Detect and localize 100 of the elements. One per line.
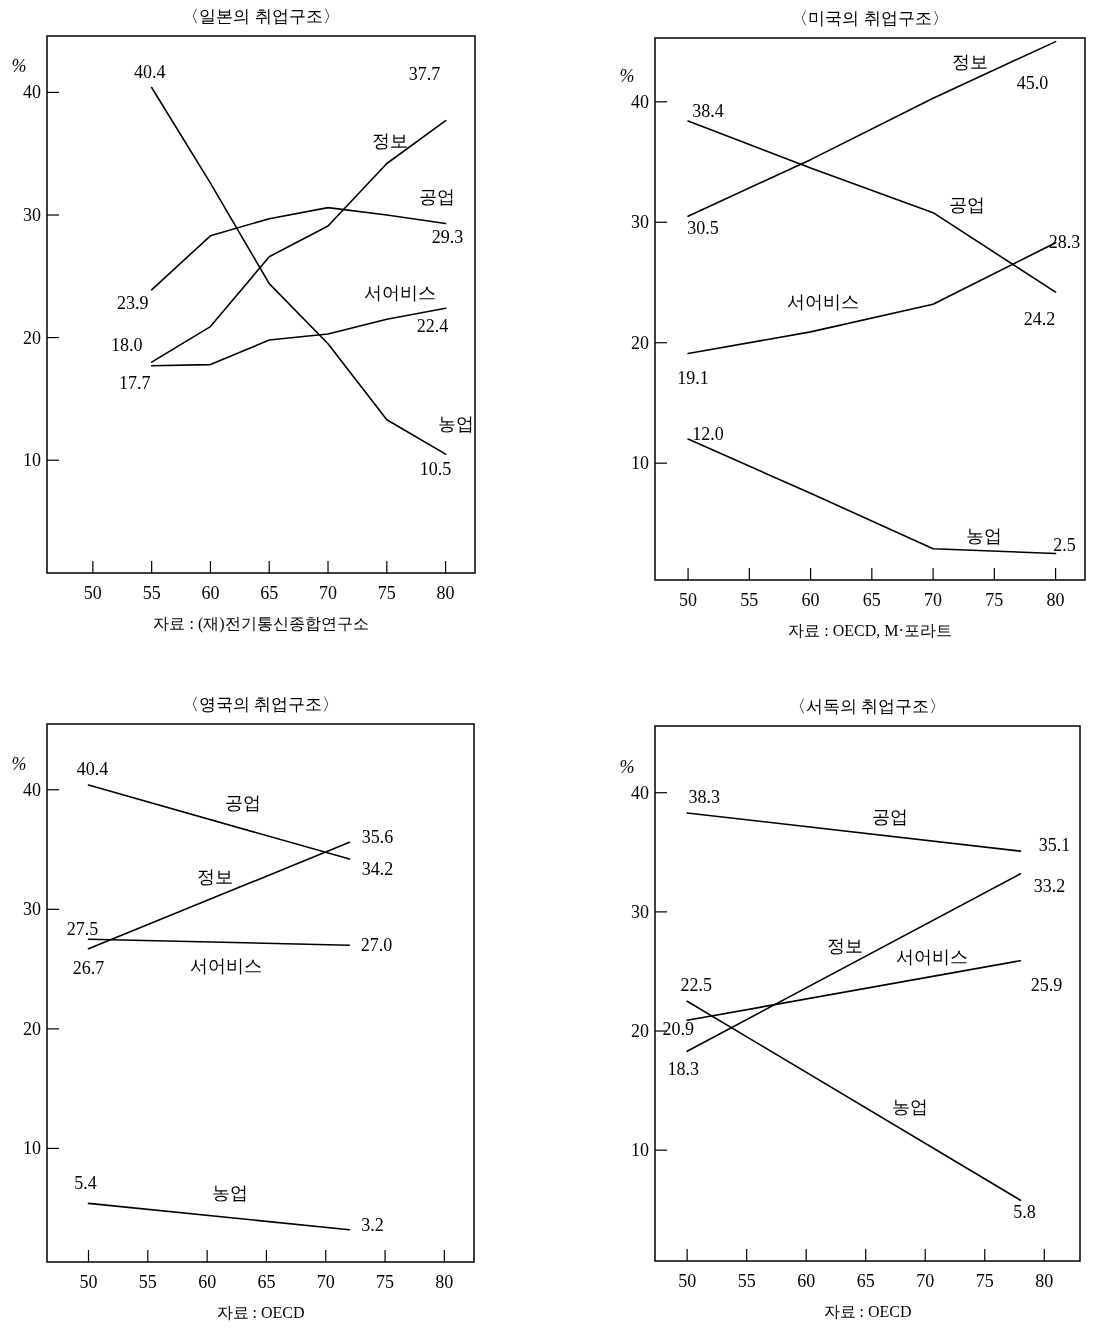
data-label: 25.9 bbox=[1030, 974, 1063, 995]
y-tick-label: 30 bbox=[23, 899, 41, 920]
series-label: 농업 bbox=[965, 525, 1002, 546]
data-label: 5.8 bbox=[1013, 1202, 1036, 1223]
data-label: 28.3 bbox=[1048, 231, 1081, 252]
x-tick-label: 80 bbox=[1046, 590, 1065, 610]
chart-title: 〈서독의 취업구조〉 bbox=[788, 697, 947, 716]
y-axis-title: % bbox=[619, 65, 635, 86]
data-label: 35.6 bbox=[361, 827, 394, 848]
y-tick-label: 10 bbox=[631, 1140, 649, 1161]
y-tick-label: 20 bbox=[631, 332, 649, 353]
series-label: 공업 bbox=[872, 807, 909, 828]
y-tick-label: 40 bbox=[631, 91, 649, 112]
y-tick-label: 30 bbox=[631, 901, 649, 922]
chart-title: 〈미국의 취업구조〉 bbox=[791, 9, 949, 28]
data-label: 5.4 bbox=[74, 1173, 97, 1194]
series-label: 농업 bbox=[892, 1097, 929, 1118]
series-label: 공업 bbox=[418, 186, 455, 207]
data-label: 22.4 bbox=[416, 316, 449, 337]
x-tick-label: 80 bbox=[435, 1272, 454, 1292]
series-label: 농업 bbox=[212, 1182, 249, 1203]
data-label: 38.4 bbox=[692, 101, 724, 122]
data-label: 40.4 bbox=[76, 758, 109, 779]
data-label: 12.0 bbox=[692, 424, 724, 445]
chart-title: 〈일본의 취업구조〉 bbox=[182, 7, 340, 26]
y-tick-label: 30 bbox=[631, 212, 649, 233]
x-tick-label: 80 bbox=[436, 583, 455, 603]
series-label: 서어비스 bbox=[190, 956, 263, 977]
x-tick-label: 60 bbox=[801, 590, 820, 610]
x-tick-label: 75 bbox=[985, 590, 1004, 610]
y-tick-label: 10 bbox=[631, 453, 649, 474]
data-label: 22.5 bbox=[680, 975, 712, 996]
text: 자료 : OECD bbox=[823, 1303, 912, 1320]
series-label: 정보 bbox=[951, 51, 988, 72]
y-axis-title: % bbox=[619, 756, 635, 777]
series-label: 정보 bbox=[197, 867, 234, 888]
text: 자료 : (재)전기통신종합연구소 bbox=[153, 615, 369, 633]
data-label: 27.5 bbox=[66, 919, 99, 940]
x-tick-label: 50 bbox=[79, 1272, 98, 1292]
y-tick-label: 40 bbox=[23, 82, 41, 103]
data-label: 29.3 bbox=[431, 226, 464, 247]
y-tick-label: 20 bbox=[23, 1018, 41, 1039]
x-tick-label: 65 bbox=[856, 1271, 875, 1291]
x-tick-label: 70 bbox=[316, 1272, 335, 1292]
x-tick-label: 75 bbox=[376, 1272, 395, 1292]
y-tick-label: 40 bbox=[23, 779, 41, 800]
series-label: 서어비스 bbox=[896, 946, 969, 967]
x-tick-label: 70 bbox=[319, 583, 338, 603]
data-label: 37.7 bbox=[408, 63, 441, 84]
x-tick-label: 65 bbox=[862, 590, 881, 610]
data-label: 18.0 bbox=[110, 335, 143, 356]
series-label: 공업 bbox=[225, 793, 262, 814]
series-label: 공업 bbox=[948, 195, 985, 216]
data-label: 2.5 bbox=[1053, 534, 1076, 555]
x-tick-label: 70 bbox=[916, 1271, 935, 1291]
data-label: 24.2 bbox=[1023, 309, 1056, 330]
x-tick-label: 50 bbox=[679, 590, 698, 610]
text: 자료 : OECD bbox=[216, 1304, 305, 1321]
data-label: 34.2 bbox=[361, 859, 394, 880]
series-label: 서어비스 bbox=[786, 291, 859, 312]
x-tick-label: 75 bbox=[975, 1271, 994, 1291]
series-label: 정보 bbox=[371, 130, 408, 151]
data-label: 30.5 bbox=[687, 218, 719, 239]
chart-title: 〈영국의 취업구조〉 bbox=[181, 695, 340, 714]
y-tick-label: 20 bbox=[631, 1021, 649, 1042]
data-label: 23.9 bbox=[116, 292, 149, 313]
y-axis-title: % bbox=[11, 753, 27, 774]
text: 자료 : OECD, M·포라트 bbox=[788, 622, 952, 639]
x-tick-label: 55 bbox=[737, 1271, 756, 1291]
series-label: 정보 bbox=[827, 935, 864, 956]
data-label: 40.4 bbox=[133, 62, 166, 83]
x-tick-label: 55 bbox=[138, 1272, 157, 1292]
data-label: 19.1 bbox=[677, 367, 709, 388]
x-tick-label: 65 bbox=[260, 583, 279, 603]
y-tick-label: 40 bbox=[631, 782, 649, 803]
y-tick-label: 20 bbox=[23, 327, 41, 348]
data-label: 45.0 bbox=[1016, 72, 1049, 93]
series-label: 농업 bbox=[437, 414, 474, 435]
x-tick-label: 60 bbox=[797, 1271, 816, 1291]
x-tick-label: 65 bbox=[257, 1272, 276, 1292]
x-tick-label: 60 bbox=[201, 583, 220, 603]
x-tick-label: 80 bbox=[1035, 1271, 1054, 1291]
x-tick-label: 55 bbox=[740, 590, 759, 610]
x-tick-label: 70 bbox=[924, 590, 943, 610]
x-tick-label: 75 bbox=[377, 583, 396, 603]
data-label: 33.2 bbox=[1033, 875, 1066, 896]
data-label: 20.9 bbox=[662, 1019, 694, 1040]
data-label: 26.7 bbox=[72, 957, 105, 978]
y-tick-label: 10 bbox=[23, 1138, 41, 1159]
x-tick-label: 60 bbox=[198, 1272, 217, 1292]
x-tick-label: 50 bbox=[83, 583, 102, 603]
data-label: 38.3 bbox=[688, 786, 720, 807]
data-label: 35.1 bbox=[1038, 835, 1071, 856]
data-label: 17.7 bbox=[118, 372, 151, 393]
x-tick-label: 55 bbox=[142, 583, 161, 603]
y-tick-label: 10 bbox=[23, 450, 41, 471]
data-label: 18.3 bbox=[667, 1059, 699, 1080]
x-tick-label: 50 bbox=[678, 1271, 697, 1291]
data-label: 3.2 bbox=[361, 1214, 384, 1235]
data-label: 10.5 bbox=[419, 459, 452, 480]
